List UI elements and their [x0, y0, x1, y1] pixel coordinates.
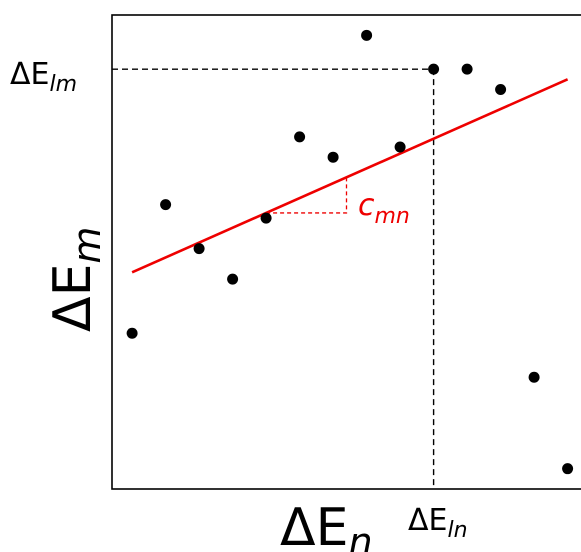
data-point	[394, 141, 406, 153]
data-point	[260, 212, 272, 224]
data-point	[126, 327, 138, 339]
x-axis-title: ΔEn	[280, 498, 373, 552]
data-point	[327, 151, 339, 163]
y-axis-title: ΔEm	[43, 227, 109, 332]
data-point	[562, 463, 574, 475]
data-point	[294, 131, 306, 143]
reference-xlabel-sub: ln	[447, 518, 467, 543]
data-point	[428, 63, 440, 75]
plot-frame	[111, 14, 581, 490]
slope-label: cmn	[358, 188, 410, 229]
y-axis-title-base: ΔE	[43, 264, 103, 332]
data-point	[227, 273, 239, 285]
slope-label-base: c	[358, 188, 375, 223]
reference-xlabel-base: ΔE	[408, 503, 447, 538]
fit-line	[131, 78, 569, 274]
data-points	[126, 29, 574, 475]
slope-triangle	[266, 177, 348, 214]
data-point	[495, 83, 507, 95]
y-axis-title-sub: m	[65, 227, 109, 264]
reference-xlabel: ΔEln	[408, 503, 468, 543]
data-point	[528, 371, 540, 383]
data-point	[193, 243, 205, 255]
reference-ylabel: ΔElm	[10, 57, 77, 97]
x-axis-title-base: ΔE	[280, 498, 348, 552]
reference-ylabel-sub: lm	[49, 72, 77, 97]
data-point	[461, 63, 473, 75]
data-point	[160, 199, 172, 211]
slope-label-sub: mn	[375, 204, 410, 229]
x-axis-title-sub: n	[348, 520, 372, 552]
reference-ylabel-base: ΔE	[10, 57, 49, 92]
data-point	[361, 29, 373, 41]
